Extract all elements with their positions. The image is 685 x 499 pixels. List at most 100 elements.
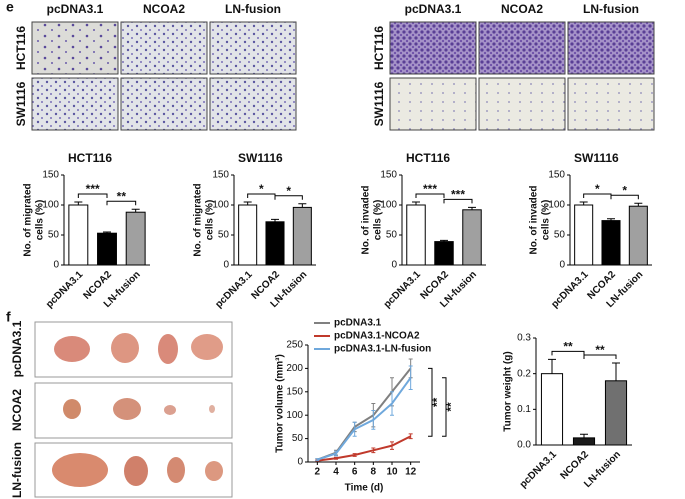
significance-bracket [583,354,617,359]
significance-label: ** [595,343,605,357]
y-axis-label: No. of migrated [193,183,204,256]
error-bar [412,201,420,205]
y-tick-label: 150 [548,170,565,181]
bar [572,437,596,446]
y-tick-label: 150 [380,170,397,181]
significance-label: *** [451,188,465,202]
series-line [317,435,412,462]
error-bar [74,201,83,205]
bar [125,211,146,266]
row-label: HCT116 [372,26,386,70]
significance-bracket [428,367,433,437]
error-bar [243,201,252,205]
micrograph [31,77,119,131]
micrograph [120,77,208,131]
micrographs: pcDNA3.1 NCOA2 LN-fusion HCT116 SW1116 pcDNA3… [14,2,655,131]
tumor [205,461,223,481]
y-tick-label: 0.2 [517,368,531,379]
bar [601,220,621,266]
tumor-photos: pcDNA3.1 NCOA2 LN-fusion [10,320,233,498]
error-bar [408,433,413,440]
x-tick-label: pcDNA3.1 [44,269,85,310]
legend-label: pcDNA3.1-NCOA2 [334,331,420,342]
tumor [63,399,81,419]
y-tick-label: 150 [42,170,59,181]
x-tick-label: 12 [405,467,417,478]
tumor [158,334,178,364]
micrograph [209,21,297,75]
row-label: SW1116 [372,81,386,126]
y-tick-label: 0.1 [517,404,531,415]
x-tick-label: 4 [333,467,339,478]
error-bar [634,202,643,207]
y-tick-label: 250 [286,340,303,351]
tumor [52,453,108,487]
y-tick-label: 50 [386,230,398,241]
micrograph [389,21,477,75]
significance-label: * [286,184,291,198]
micrograph [567,77,655,131]
error-bar [408,365,413,390]
row-label: NCOA2 [10,389,24,431]
row-label: LN-fusion [10,442,24,498]
y-tick-label: 100 [286,410,303,421]
significance-label: * [595,182,600,196]
column-header: NCOA2 [143,2,185,16]
column-header: LN-fusion [225,2,281,16]
chart-title: HCT116 [68,151,112,165]
panel-label: e [6,0,14,15]
error-bar [612,362,620,381]
error-bar [468,206,476,210]
y-axis-label: cells (%) [205,200,216,241]
y-axis-label: cells (%) [373,200,384,241]
x-tick-label: 8 [371,467,377,478]
y-tick-label: 0.3 [517,333,531,344]
y-tick-label: 100 [380,200,397,211]
bar [462,209,482,266]
x-tick-label: pcDNA3.1 [382,269,423,310]
error-bar [440,239,448,242]
y-tick-label: 50 [292,433,304,444]
y-tick-label: 0.0 [517,440,531,451]
chart-title: SW1116 [574,151,619,165]
legend-label: pcDNA3.1-LN-fusion [334,344,431,355]
y-tick-label: 0 [53,260,59,271]
micrograph [31,21,119,75]
tumor [191,334,223,360]
y-axis-label: No. of invaded [529,186,540,255]
bar [406,204,426,266]
row-label: HCT116 [14,26,28,70]
error-bar [607,218,615,221]
bar [574,204,594,266]
significance-bracket [442,377,447,437]
y-tick-label: 50 [48,230,60,241]
bar [97,232,117,266]
y-axis-label: No. of migrated [23,183,34,256]
significance-bracket [610,194,639,200]
tumor [124,456,148,486]
y-axis-label: cells (%) [541,200,552,241]
y-axis-label: cells (%) [35,200,46,241]
bar [434,241,454,266]
significance-label: * [622,183,627,197]
x-tick-label: pcDNA3.1 [518,449,559,490]
micrograph [567,21,655,75]
error-bar [271,218,279,222]
series-line [317,377,412,461]
x-tick-label: 6 [352,467,358,478]
y-tick-label: 0 [559,260,565,271]
significance-bracket [415,193,445,198]
column-header: pcDNA3.1 [47,2,104,16]
significance-label: ** [563,340,573,354]
chart-title: HCT116 [406,151,450,165]
error-bar [103,231,111,234]
legend-label: pcDNA3.1 [334,318,382,329]
y-tick-label: 0 [297,457,303,468]
error-bar [131,208,140,213]
y-axis-label: Tumor weight (g) [503,351,514,431]
micrograph [209,77,297,131]
significance-bracket [77,193,108,198]
tumor [111,333,139,363]
error-bar [580,433,588,438]
